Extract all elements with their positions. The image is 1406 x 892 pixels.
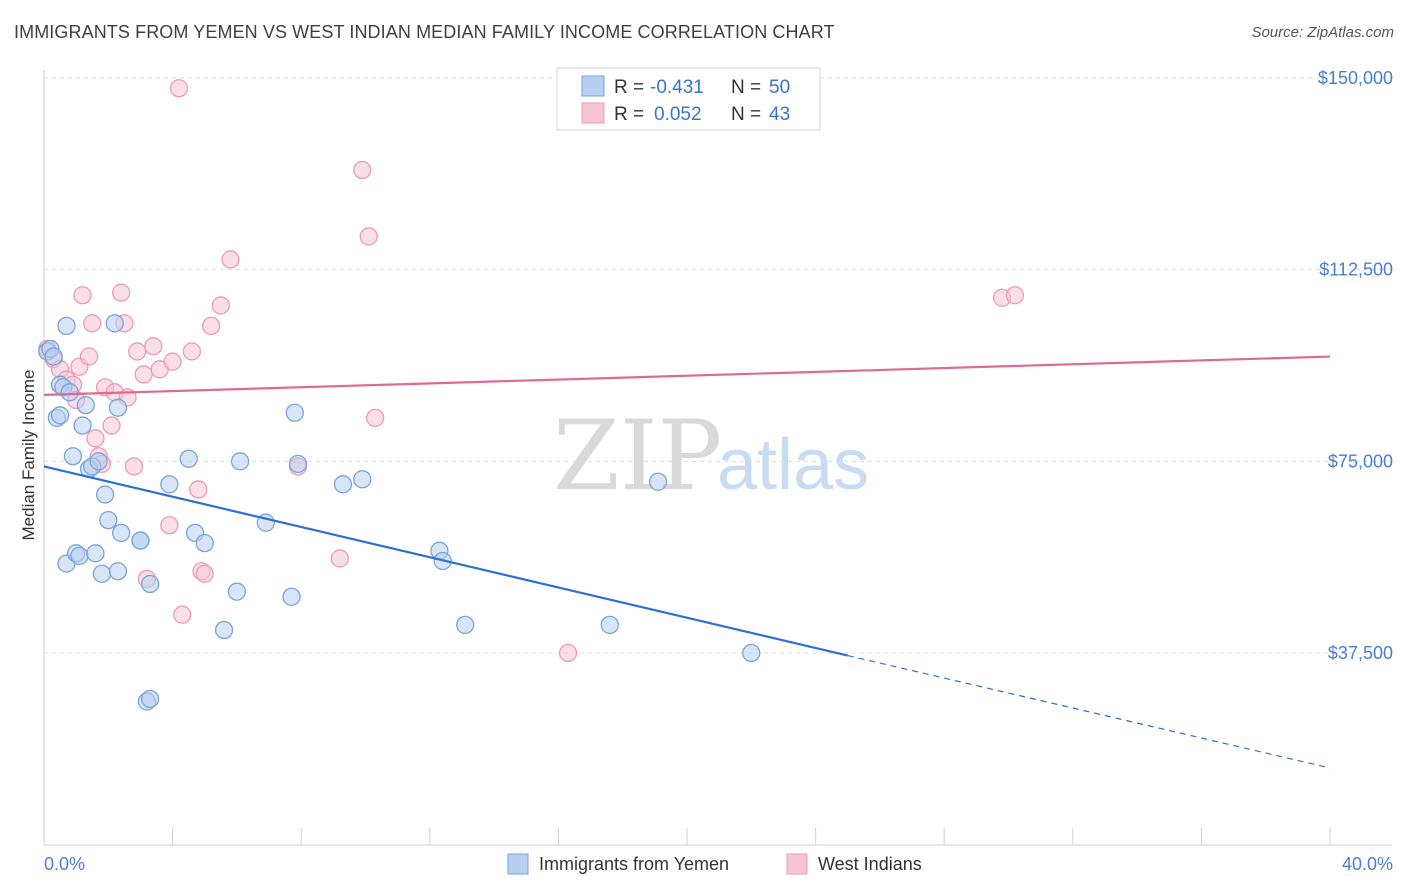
west-indians-point-10	[86, 429, 105, 448]
trend-lines	[43, 355, 1331, 769]
yemen-point-9	[60, 383, 79, 402]
yemen-point-47	[600, 615, 619, 635]
yemen-point-40	[285, 403, 304, 422]
yemen-point-7	[57, 316, 76, 336]
west-indians-point-38	[353, 160, 372, 180]
yemen-point-43	[353, 470, 372, 489]
legend-n-label-2: N =	[731, 104, 761, 125]
west-indians-point-20	[128, 342, 147, 361]
yemen-point-39	[282, 587, 301, 606]
west-indians-point-43	[1005, 286, 1025, 305]
legend-swatch-blue	[581, 75, 605, 97]
watermark-zip: ZIP	[553, 400, 722, 512]
west-indians-point-16	[112, 283, 131, 302]
yemen-point-32	[179, 449, 198, 468]
west-indians-point-29	[182, 342, 202, 361]
watermark: ZIP atlas	[553, 400, 869, 512]
source-label: Source: ZipAtlas.com	[1251, 24, 1394, 41]
west-indians-point-37	[330, 549, 349, 568]
west-indians-point-8	[79, 347, 99, 366]
yemen-points	[38, 314, 761, 711]
x-tick-labels: 0.0% 40.0%	[44, 854, 1393, 874]
yemen-point-23	[108, 562, 128, 581]
bottom-legend: Immigrants from Yemen West Indians	[507, 853, 922, 875]
y-tick-label-1: $75,000	[1328, 451, 1393, 471]
yemen-point-34	[195, 533, 214, 553]
yemen-point-35	[214, 620, 234, 640]
yemen-point-24	[108, 398, 128, 417]
west-indians-point-14	[102, 416, 121, 435]
yemen-point-14	[76, 395, 95, 415]
axes	[43, 70, 1392, 846]
y-tick-labels: $37,500 $75,000 $112,500 $150,000	[1318, 68, 1393, 663]
west-indians-point-30	[189, 480, 208, 499]
yemen-point-41	[288, 454, 308, 474]
west-indians-point-28	[169, 79, 189, 98]
bottom-legend-label-west-indians: West Indians	[818, 854, 922, 874]
yemen-point-25	[112, 523, 131, 543]
y-axis-title: Median Family Income	[19, 369, 38, 540]
yemen-point-48	[648, 472, 668, 491]
legend-box: R = -0.431 N = 50 R = 0.052 N = 43	[556, 67, 821, 131]
legend-swatch-pink	[581, 102, 605, 124]
legend-n-value-1: 50	[769, 77, 790, 98]
yemen-point-36	[227, 582, 247, 601]
x-tick-label-0: 0.0%	[44, 854, 85, 874]
west-indians-point-39	[359, 227, 378, 246]
legend-r-value-1: -0.431	[650, 77, 704, 98]
yemen-point-19	[92, 564, 112, 583]
west-indians-point-9	[83, 314, 102, 333]
y-tick-label-3: $150,000	[1318, 68, 1393, 88]
legend-r-label-2: R =	[614, 104, 644, 125]
west-indians-point-23	[144, 337, 163, 356]
west-indians-point-32	[195, 564, 214, 583]
legend-r-value-2: 0.052	[654, 104, 702, 125]
yemen-point-49	[742, 643, 761, 663]
west-indians-point-19	[124, 457, 144, 476]
yemen-point-29	[140, 689, 160, 709]
west-indians-point-21	[134, 365, 153, 384]
yemen-trend-extension	[847, 654, 1331, 769]
yemen-point-12	[70, 546, 89, 566]
yemen-point-22	[105, 314, 124, 333]
bottom-legend-swatch-west-indians	[786, 853, 808, 875]
west-indians-point-40	[365, 408, 385, 428]
chart-title: IMMIGRANTS FROM YEMEN VS WEST INDIAN MED…	[14, 22, 835, 42]
west-indians-point-27	[173, 605, 192, 624]
yemen-point-10	[63, 447, 83, 466]
yemen-point-27	[131, 531, 150, 550]
yemen-point-18	[89, 452, 108, 471]
legend-n-label-1: N =	[731, 77, 761, 98]
y-tick-label-0: $37,500	[1328, 643, 1393, 663]
grid	[44, 77, 1392, 654]
west-indians-point-41	[558, 643, 578, 663]
y-tick-label-2: $112,500	[1319, 260, 1393, 280]
west-indians-point-34	[211, 296, 230, 315]
yemen-point-37	[230, 452, 250, 471]
yemen-point-21	[99, 510, 118, 530]
yemen-point-20	[95, 485, 115, 504]
yemen-point-2	[44, 347, 63, 366]
yemen-point-4	[50, 406, 70, 425]
legend-n-value-2: 43	[769, 104, 790, 125]
legend-r-label-1: R =	[614, 77, 644, 98]
yemen-point-46	[456, 615, 475, 635]
yemen-point-30	[140, 574, 160, 594]
x-tick-label-1: 40.0%	[1342, 854, 1393, 874]
west-indians-point-7	[73, 286, 92, 305]
west-indians-point-33	[202, 316, 221, 336]
west-indians-point-25	[160, 516, 179, 535]
watermark-atlas: atlas	[717, 425, 869, 505]
bottom-legend-label-yemen: Immigrants from Yemen	[539, 854, 729, 874]
yemen-point-13	[73, 416, 92, 435]
bottom-legend-swatch-yemen	[507, 853, 529, 875]
yemen-point-42	[333, 475, 353, 494]
yemen-point-17	[86, 544, 105, 563]
yemen-point-31	[160, 475, 179, 494]
west-indians-point-26	[163, 352, 182, 371]
yemen-trend-line	[43, 465, 849, 657]
west-indians-point-35	[221, 250, 240, 269]
west-indians-trend-line	[43, 355, 1331, 396]
